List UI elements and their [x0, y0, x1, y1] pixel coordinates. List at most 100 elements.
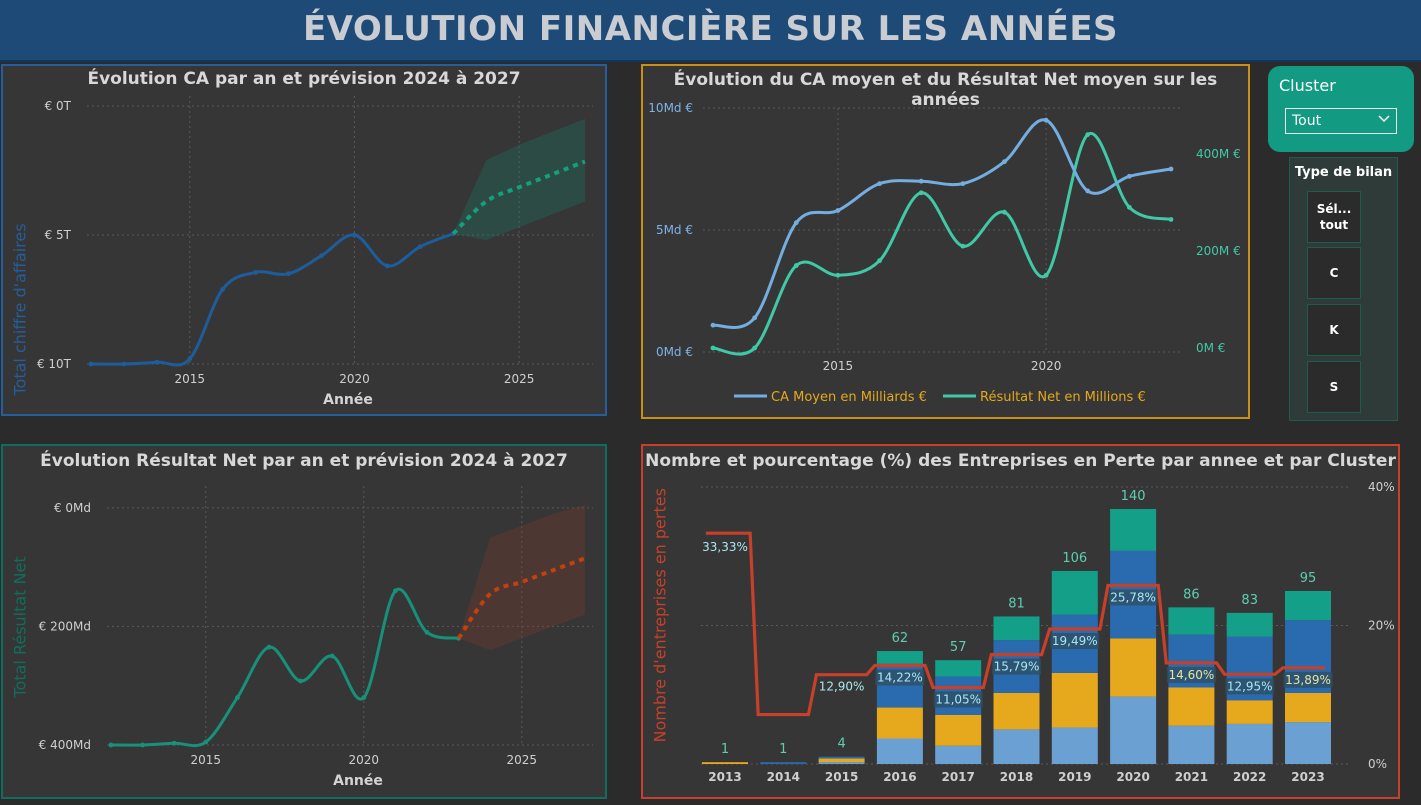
- bar-segment: [876, 707, 923, 739]
- x-tick-label: 2025: [507, 753, 538, 767]
- actual-series-line: [90, 232, 454, 367]
- y-tick-label: € 0T: [45, 99, 72, 113]
- type-bilan-option-s[interactable]: S: [1307, 361, 1361, 413]
- actual-series-line: [110, 587, 459, 748]
- pct-data-label: 12,95%: [1227, 679, 1273, 693]
- pct-label-bg: [1108, 589, 1158, 606]
- bar-total-label: 95: [1300, 571, 1317, 586]
- page-header: ÉVOLUTION FINANCIÈRE SUR LES ANNÉES: [0, 0, 1421, 62]
- y-tick-label: € 10T: [37, 357, 72, 371]
- pct-label-bg: [991, 658, 1042, 675]
- ca-moyen-point: [835, 208, 841, 213]
- bar-segment: [1051, 570, 1098, 615]
- bar-total-label: 62: [892, 631, 909, 646]
- chart-rn-forecast-panel[interactable]: Évolution Résultat Net par an et prévisi…: [1, 444, 607, 799]
- x-tick-label: 2018: [1000, 770, 1033, 784]
- bar-segment: [993, 616, 1040, 641]
- actual-data-point: [298, 678, 303, 684]
- ca-moyen-point: [793, 220, 799, 226]
- actual-data-point: [154, 359, 160, 365]
- chart-title: Évolution CA par an et prévision 2024 à …: [87, 69, 521, 89]
- y-left-tick-label: 0Md €: [656, 345, 693, 359]
- type-bilan-option-k[interactable]: K: [1307, 304, 1361, 356]
- forecast-confidence-band: [453, 118, 585, 241]
- actual-data-point: [88, 361, 94, 367]
- x-tick-label: 2025: [504, 372, 535, 386]
- bar-segment: [818, 762, 865, 764]
- rn-forecast-chart: € 400Md € 200Md € 0Md 2015 2020 2025 Année: [39, 486, 593, 789]
- bar-segment: [818, 758, 865, 763]
- cluster-dropdown[interactable]: Tout: [1285, 108, 1397, 134]
- actual-data-point: [286, 271, 291, 277]
- chart-ca-forecast-panel[interactable]: Évolution CA par an et prévision 2024 à …: [1, 64, 607, 416]
- ca-moyen-point: [1043, 117, 1049, 123]
- page-title: ÉVOLUTION FINANCIÈRE SUR LES ANNÉES: [302, 9, 1119, 49]
- x-tick-label: 2015: [825, 770, 858, 784]
- x-tick-label: 2022: [1233, 770, 1266, 784]
- bar-segment: [935, 660, 982, 677]
- x-tick-label: 2015: [191, 753, 222, 767]
- forecast-series-line: [451, 159, 586, 236]
- bar-segment: [1110, 638, 1157, 697]
- bar-total-label: 57: [950, 640, 967, 655]
- resultat-net-moyen-point: [710, 345, 716, 351]
- bar-segment: [876, 651, 923, 664]
- resultat-net-moyen-line: [712, 131, 1172, 356]
- cluster-dropdown-value: Tout: [1292, 113, 1322, 129]
- bar-segment: [1168, 687, 1215, 726]
- actual-data-point: [253, 270, 259, 275]
- x-tick-label: 2015: [823, 359, 854, 373]
- x-tick-label: 2016: [883, 770, 916, 784]
- pct-label-bg: [1225, 678, 1275, 695]
- actual-data-point: [171, 740, 177, 746]
- resultat-net-moyen-point: [1168, 217, 1174, 222]
- legend-ca-moyen-label: CA Moyen en Milliards €: [771, 390, 927, 405]
- bar-segment: [1285, 590, 1331, 621]
- cluster-slicer: Cluster Tout: [1268, 66, 1414, 152]
- bar-segment: [1226, 723, 1273, 764]
- bar-total-label: 81: [1008, 596, 1025, 611]
- pct-data-label: 14,60%: [1169, 668, 1215, 682]
- actual-data-point: [352, 232, 357, 238]
- chart-moyennes-panel[interactable]: Évolution du CA moyen et du Résultat Net…: [641, 64, 1250, 419]
- x-tick-label: 2021: [1175, 770, 1208, 784]
- type-bilan-option-c[interactable]: C: [1307, 247, 1361, 299]
- x-tick-label: 2020: [1031, 359, 1062, 373]
- pct-label-bg: [1050, 633, 1100, 650]
- bar-segment: [818, 756, 865, 759]
- chart-title: Évolution Résultat Net par an et prévisi…: [40, 451, 568, 471]
- resultat-net-moyen-point: [1002, 209, 1007, 215]
- chart-pertes-panel[interactable]: Nombre et pourcentage (%) des Entreprise…: [641, 444, 1400, 799]
- resultat-net-moyen-point: [877, 258, 882, 264]
- bar-total-label: 140: [1121, 489, 1146, 504]
- bar-segment: [1226, 612, 1273, 637]
- pct-data-label: 15,79%: [994, 660, 1040, 674]
- ca-moyen-point: [752, 315, 758, 321]
- type-bilan-option-select-all[interactable]: Sél... tout: [1307, 191, 1361, 243]
- type-bilan-slicer: Type de bilan Sél... tout C K S: [1289, 157, 1398, 421]
- actual-data-point: [385, 263, 390, 269]
- y-tick-label: € 200Md: [39, 619, 91, 633]
- bar-segment: [993, 729, 1040, 764]
- actual-data-point: [266, 644, 272, 650]
- y-right-tick-label: 400M €: [1196, 147, 1241, 161]
- bar-segment: [935, 745, 982, 764]
- pct-data-label: 14,22%: [877, 671, 923, 685]
- y-right-tick-label: 0M €: [1196, 341, 1225, 355]
- bar-total-label: 4: [837, 737, 845, 752]
- actual-data-point: [235, 695, 240, 700]
- x-tick-label: 2020: [339, 372, 370, 386]
- resultat-net-moyen-point: [835, 272, 841, 278]
- bar-segment: [1285, 722, 1331, 764]
- actual-data-point: [187, 356, 193, 362]
- x-axis-title: Année: [333, 773, 383, 789]
- cluster-slicer-title: Cluster: [1279, 76, 1336, 95]
- bar-total-label: 1: [779, 742, 787, 757]
- resultat-net-moyen-point: [1126, 204, 1132, 210]
- y-right-tick-label: 0%: [1368, 757, 1387, 771]
- x-tick-label: 2020: [1116, 770, 1149, 784]
- bar-segment: [876, 738, 923, 764]
- legend-resultat-net-label: Résultat Net en Millions €: [980, 390, 1146, 405]
- actual-data-point: [121, 361, 127, 367]
- x-tick-label: 2017: [941, 770, 974, 784]
